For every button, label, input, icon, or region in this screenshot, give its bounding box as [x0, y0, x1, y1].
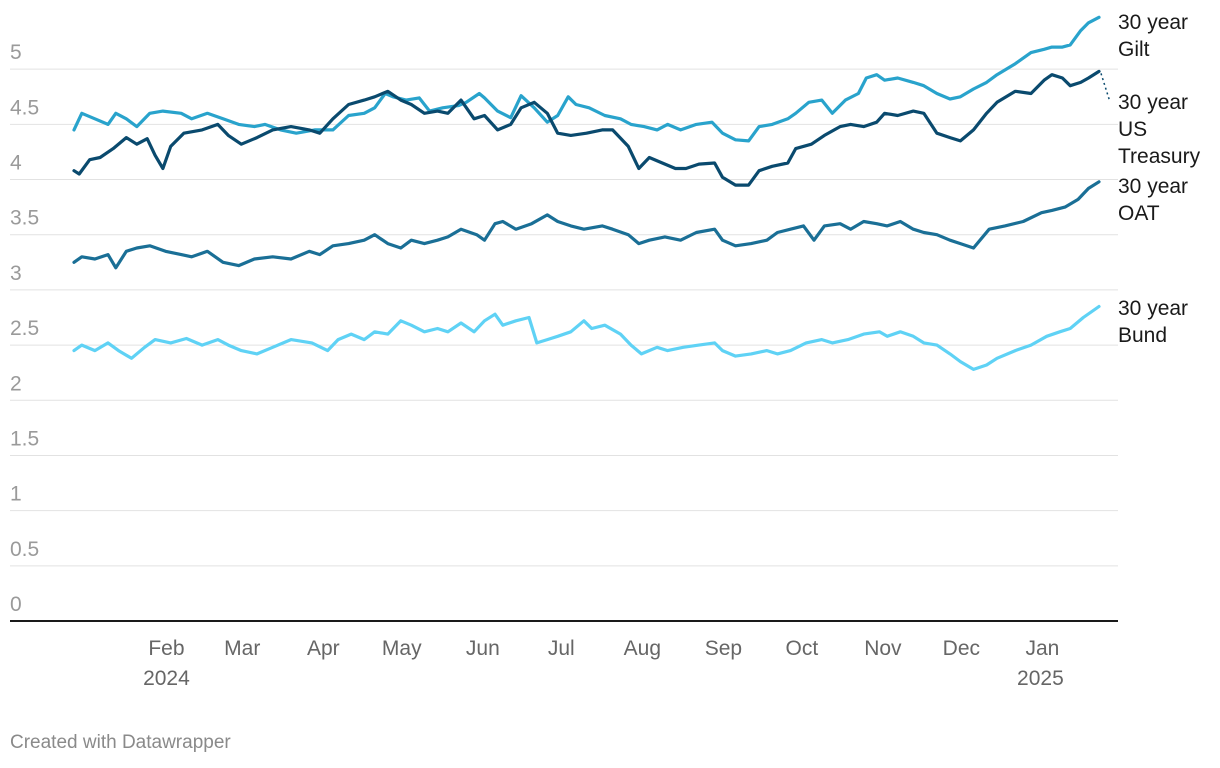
series-label-30-year-us-treasury: 30 year US Treasury — [1118, 91, 1201, 168]
x-tick-label: Jun — [466, 637, 500, 660]
x-tick-label: Nov — [864, 637, 902, 660]
y-tick-label: 4.5 — [10, 96, 39, 119]
x-tick-year: 2024 — [143, 667, 190, 690]
y-axis-labels: 0 0.5 1 1.5 2 2.5 3 3.5 4 4.5 5 — [10, 41, 39, 616]
x-tick-label: Aug — [624, 637, 661, 660]
x-tick-label: Mar — [224, 637, 260, 660]
series-line-30-year-us-treasury — [72, 69, 1101, 187]
y-tick-label: 2 — [10, 372, 22, 395]
x-tick-label: Oct — [786, 637, 819, 660]
grid — [10, 68, 1118, 567]
y-tick-label: 1.5 — [10, 427, 39, 450]
x-tick-label: May — [382, 637, 422, 660]
series-labels: 30 year Gilt 30 year US Treasury 30 year OAT 30… — [1100, 11, 1201, 347]
y-tick-label: 0 — [10, 593, 22, 616]
x-axis-labels: Feb 2024 Mar Apr May Jun Jul Aug Sep Oct Nov Dec Jan… — [143, 637, 1064, 690]
y-tick-label: 4 — [10, 152, 22, 175]
series-line-30-year-oat — [72, 180, 1101, 270]
x-tick-label: Jan — [1025, 637, 1059, 660]
x-tick-label: Jul — [548, 637, 575, 660]
x-tick-year: 2025 — [1017, 667, 1064, 690]
x-tick-label: Dec — [943, 637, 980, 660]
datawrapper-credit: Created with Datawrapper — [10, 732, 231, 753]
y-tick-label: 3.5 — [10, 207, 39, 230]
series-line-30-year-gilt — [72, 15, 1101, 143]
series-line-30-year-bund — [72, 304, 1101, 371]
series-lines — [72, 15, 1101, 371]
x-tick-label: Sep — [705, 637, 742, 660]
y-tick-label: 3 — [10, 262, 22, 285]
series-label-30-year-gilt: 30 year Gilt — [1118, 11, 1188, 61]
y-tick-label: 2.5 — [10, 317, 39, 340]
y-tick-label: 0.5 — [10, 538, 39, 561]
series-label-30-year-bund: 30 year Bund — [1118, 297, 1188, 347]
treasury-label-leader — [1100, 73, 1111, 103]
x-tick-label: Feb — [148, 637, 184, 660]
x-tick-label: Apr — [307, 637, 340, 660]
series-label-30-year-oat: 30 year OAT — [1118, 175, 1188, 225]
y-tick-label: 5 — [10, 41, 22, 64]
y-tick-label: 1 — [10, 483, 22, 506]
